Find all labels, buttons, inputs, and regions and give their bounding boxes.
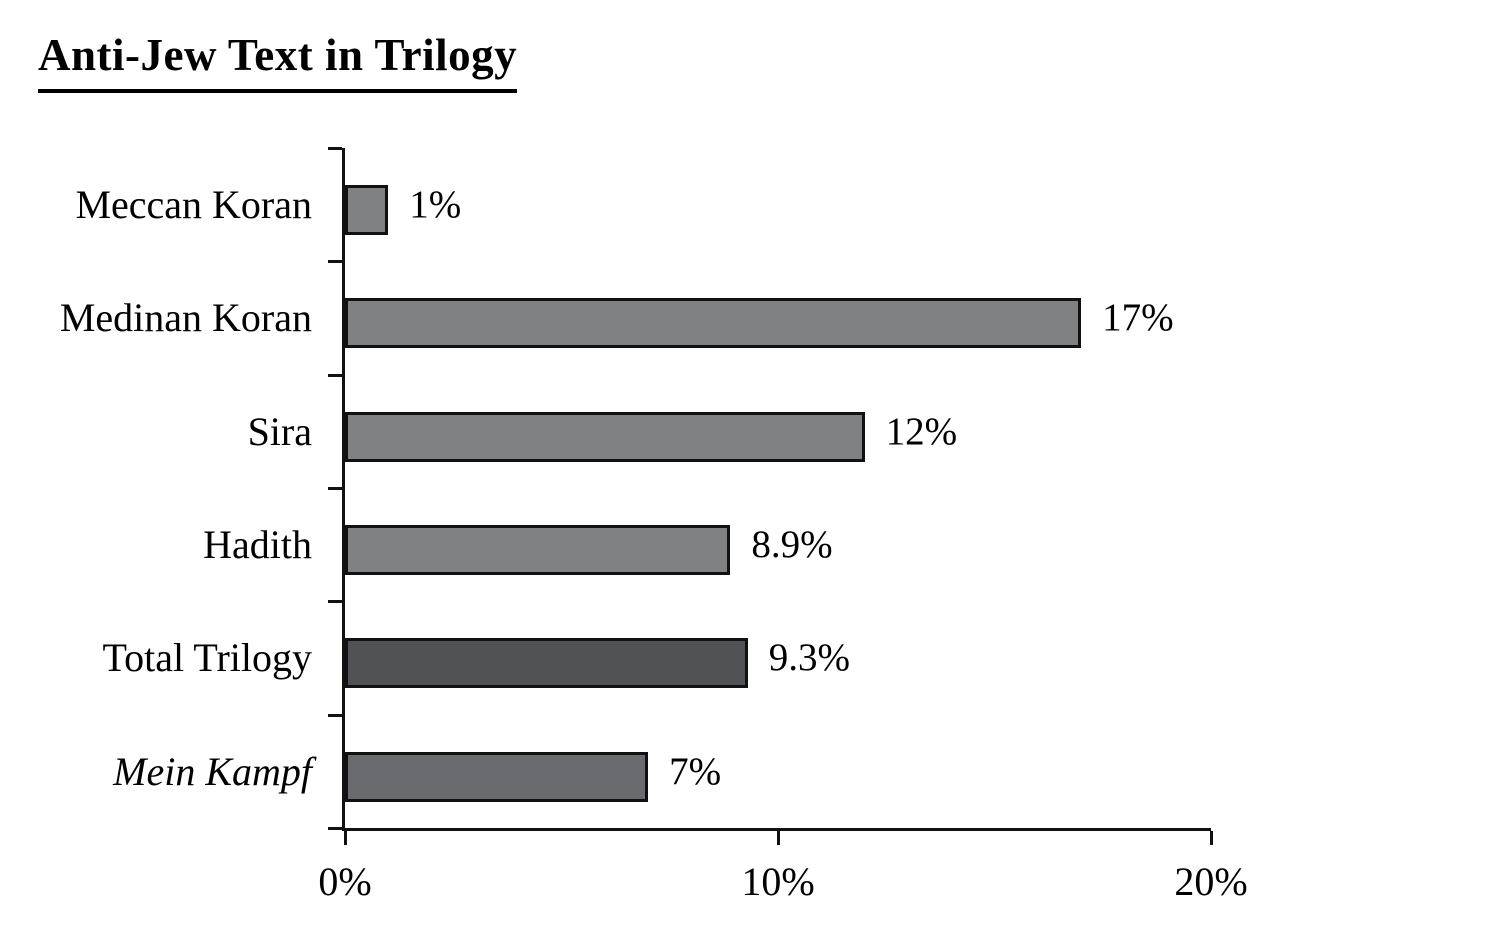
x-axis-tick — [776, 831, 780, 845]
y-axis-tick — [328, 260, 342, 264]
y-axis-tick — [328, 600, 342, 604]
category-label: Meccan Koran — [75, 182, 312, 227]
x-tick-label: 20% — [1174, 859, 1248, 904]
y-axis-tick — [328, 147, 342, 150]
value-label: 1% — [409, 183, 462, 226]
x-axis-tick — [343, 831, 347, 845]
category-label: Sira — [247, 408, 312, 454]
y-axis-tick — [328, 713, 342, 717]
y-axis-line — [342, 148, 345, 831]
chart-title: Anti-Jew Text in Trilogy — [38, 30, 518, 93]
value-label: 17% — [1102, 296, 1174, 340]
value-label: 12% — [885, 409, 958, 453]
value-label: 7% — [669, 749, 722, 793]
y-axis-tick — [328, 373, 342, 377]
category-label: Medinan Koran — [59, 295, 312, 341]
category-label: Hadith — [203, 522, 312, 567]
x-tick-label: 10% — [741, 859, 815, 904]
category-label: Total Trilogy — [102, 635, 312, 681]
x-axis-line — [342, 828, 1211, 831]
x-tick-label: 0% — [318, 859, 372, 904]
bar — [345, 185, 389, 235]
bar — [345, 525, 731, 575]
y-axis-tick — [328, 487, 342, 490]
bar — [345, 298, 1082, 349]
y-axis-tick — [328, 827, 342, 830]
x-axis-tick — [1209, 831, 1213, 845]
value-label: 9.3% — [768, 636, 850, 680]
bar — [345, 411, 865, 462]
value-label: 8.9% — [751, 523, 833, 566]
bar — [345, 751, 649, 802]
bar — [345, 638, 748, 689]
category-label: Mein Kampf — [113, 748, 312, 794]
